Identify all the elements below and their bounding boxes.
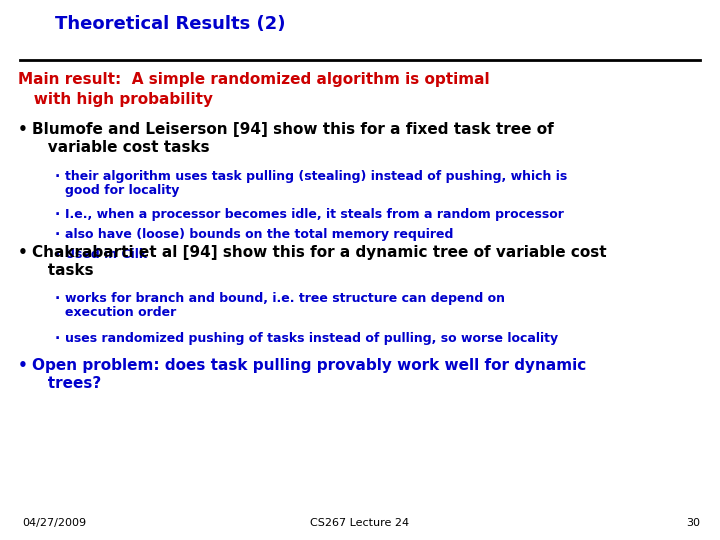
Text: good for locality: good for locality [65, 184, 179, 197]
Text: •: • [18, 358, 28, 373]
Text: •: • [18, 245, 28, 260]
Text: Theoretical Results (2): Theoretical Results (2) [55, 15, 286, 33]
Text: Chakrabarti et al [94] show this for a dynamic tree of variable cost: Chakrabarti et al [94] show this for a d… [32, 245, 607, 260]
Text: Blumofe and Leiserson [94] show this for a fixed task tree of: Blumofe and Leiserson [94] show this for… [32, 122, 554, 137]
Text: their algorithm uses task pulling (stealing) instead of pushing, which is: their algorithm uses task pulling (steal… [65, 170, 567, 183]
Text: ·: · [55, 208, 60, 222]
Text: CS267 Lecture 24: CS267 Lecture 24 [310, 518, 410, 528]
Text: 30: 30 [686, 518, 700, 528]
Text: Main result:  A simple randomized algorithm is optimal: Main result: A simple randomized algorit… [18, 72, 490, 87]
Text: also have (loose) bounds on the total memory required: also have (loose) bounds on the total me… [65, 228, 454, 241]
Text: ·: · [55, 228, 60, 242]
Text: ·: · [55, 248, 60, 262]
Text: Open problem: does task pulling provably work well for dynamic: Open problem: does task pulling provably… [32, 358, 586, 373]
Text: 04/27/2009: 04/27/2009 [22, 518, 86, 528]
Text: tasks: tasks [32, 263, 94, 278]
Text: variable cost tasks: variable cost tasks [32, 140, 210, 155]
Text: ·: · [55, 170, 60, 184]
Text: •: • [18, 122, 28, 137]
Text: ·: · [55, 292, 60, 306]
Text: execution order: execution order [65, 306, 176, 319]
Text: I.e., when a processor becomes idle, it steals from a random processor: I.e., when a processor becomes idle, it … [65, 208, 564, 221]
Text: works for branch and bound, i.e. tree structure can depend on: works for branch and bound, i.e. tree st… [65, 292, 505, 305]
Text: trees?: trees? [32, 376, 102, 391]
Text: with high probability: with high probability [18, 92, 213, 107]
Text: Used in Cilk: Used in Cilk [65, 248, 147, 261]
Text: uses randomized pushing of tasks instead of pulling, so worse locality: uses randomized pushing of tasks instead… [65, 332, 558, 345]
Text: ·: · [55, 332, 60, 346]
